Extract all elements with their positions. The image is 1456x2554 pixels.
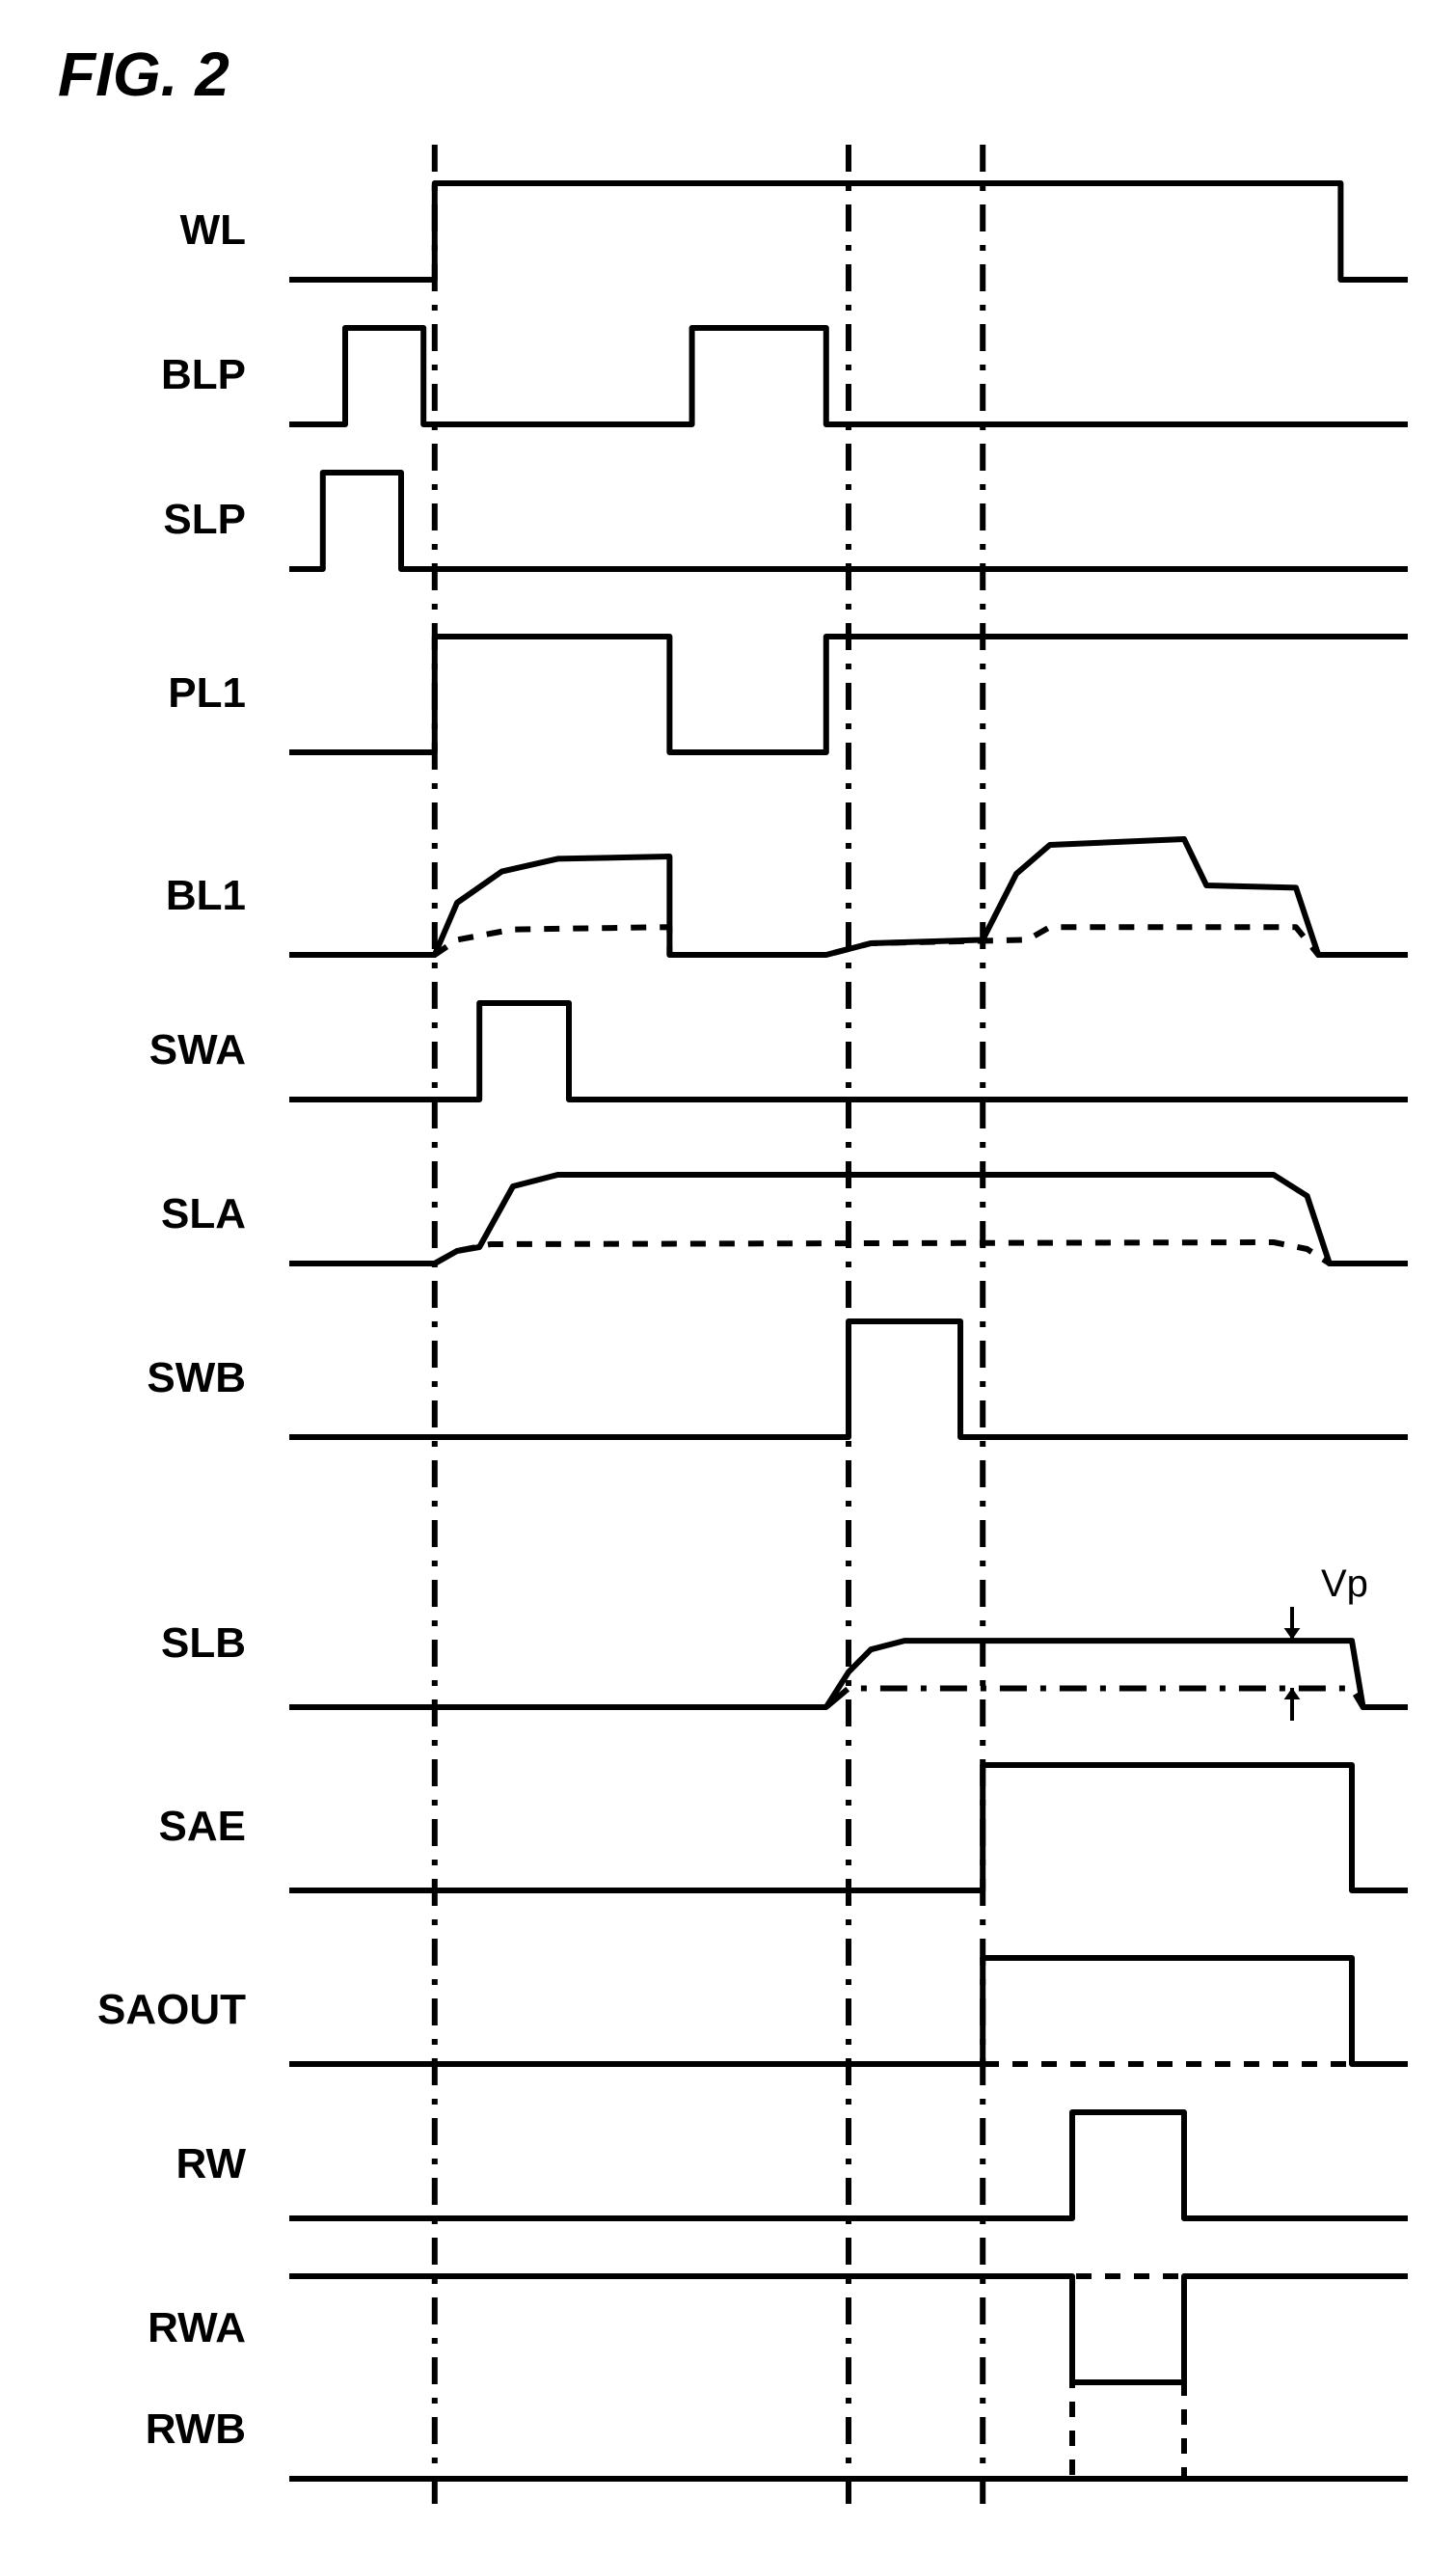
signal-label: RWB bbox=[39, 2405, 246, 2454]
signal-label: PL1 bbox=[39, 669, 246, 718]
signal-label: RW bbox=[39, 2140, 246, 2188]
signal-label: SLP bbox=[39, 496, 246, 544]
signal-label: BLP bbox=[39, 351, 246, 399]
signal-label: SAE bbox=[39, 1803, 246, 1851]
signal-label: RWA bbox=[39, 2304, 246, 2352]
signal-label: SWB bbox=[39, 1354, 246, 1402]
signal-label: SLB bbox=[39, 1619, 246, 1668]
signal-label: WL bbox=[39, 206, 246, 255]
signal-label: SLA bbox=[39, 1190, 246, 1238]
signal-label: SWA bbox=[39, 1026, 246, 1074]
signal-label: BL1 bbox=[39, 872, 246, 920]
signal-label: SAOUT bbox=[39, 1986, 246, 2034]
vp-annotation-label: Vp bbox=[1321, 1562, 1368, 1606]
